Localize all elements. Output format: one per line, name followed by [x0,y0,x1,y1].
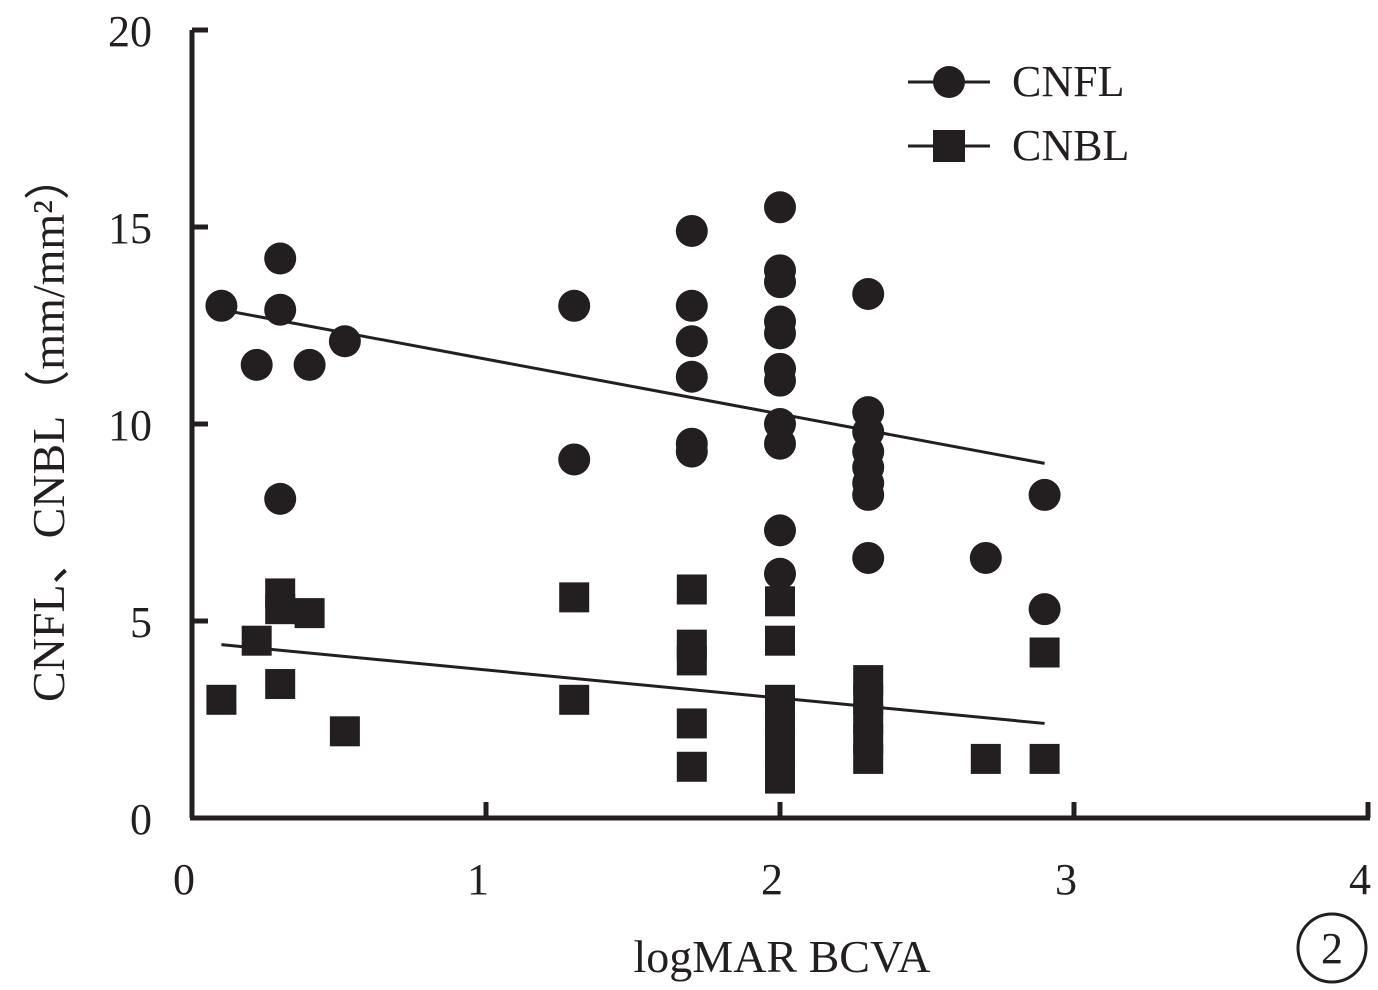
trend-lines [221,308,1045,725]
cnfl-point [264,242,297,275]
cnbl-point [765,625,795,656]
cnbl-point [329,716,360,747]
cnfl-point [1028,478,1061,511]
cnfl-point [852,277,885,310]
cnbl-point [265,669,296,700]
y-tick-label: 20 [108,7,152,56]
cnbl-point [1029,743,1060,774]
cnbl-point [676,708,707,739]
legend-cnfl-label: CNFL [1012,57,1124,106]
legend-cnbl-label: CNBL [1012,121,1129,170]
y-tick-label: 0 [130,795,152,844]
cnfl-point [764,317,796,350]
cnfl-point [764,427,796,460]
cnbl-point [294,598,325,629]
cnfl-point [264,482,297,515]
x-tick-label: 4 [1349,855,1371,904]
cnbl-point [206,684,237,715]
cnfl-point [969,541,1002,574]
x-tick-label: 1 [467,855,489,904]
cnbl-point [765,586,795,617]
x-axis-title: logMAR BCVA [634,931,931,982]
data-markers [205,191,1061,794]
cnfl-point [328,325,361,358]
cnbl-point [970,743,1001,774]
cnbl-point [853,743,884,774]
x-tick-label: 0 [173,855,195,904]
cnfl-point [764,557,796,590]
axis-ticks: 0 5 10 15 20 0 1 2 3 4 [108,7,1371,904]
y-axis-title: CNFL、CNBL（mm/mm²） [23,154,74,702]
cnfl-point [558,289,591,322]
y-tick-label: 5 [130,598,152,647]
cnbl-point [559,684,590,715]
y-tick-label: 15 [108,204,152,253]
cnfl-point [293,348,326,381]
cnfl-point [764,514,796,547]
cnfl-point [764,364,796,397]
x-tick-label: 2 [761,855,783,904]
cnfl-point [675,325,708,358]
cnfl-point [1028,593,1061,626]
cnfl-point [764,266,796,299]
cnbl-point [1029,637,1060,668]
x-tick-label: 3 [1055,855,1077,904]
panel-label-text: 2 [1321,924,1343,973]
cnfl-point [240,348,273,381]
cnbl-point [241,625,272,656]
cnfl-point [764,191,796,224]
cnbl-point [676,751,707,782]
cnbl-point [676,574,707,605]
cnfl-point [675,360,708,393]
cnfl-point [675,289,708,322]
cnfl-point [852,541,885,574]
cnfl-point [205,289,238,322]
cnbl-point [559,582,590,613]
cnfl-point [264,293,297,326]
cnbl-point [676,645,707,676]
legend-cnfl-marker [933,66,965,98]
cnbl-point [265,594,296,625]
panel-label: 2 [1296,912,1368,984]
y-tick-label: 10 [108,401,152,450]
cnbl-point [765,763,795,794]
legend: CNFL CNBL [908,57,1129,170]
cnfl-point [852,478,885,511]
cnfl-point [675,214,708,247]
cnfl-point [675,435,708,468]
panel-label-circle [1296,912,1368,984]
cnbl-trend-line [221,643,1045,725]
legend-cnbl-marker [933,130,965,162]
cnfl-point [558,443,591,476]
